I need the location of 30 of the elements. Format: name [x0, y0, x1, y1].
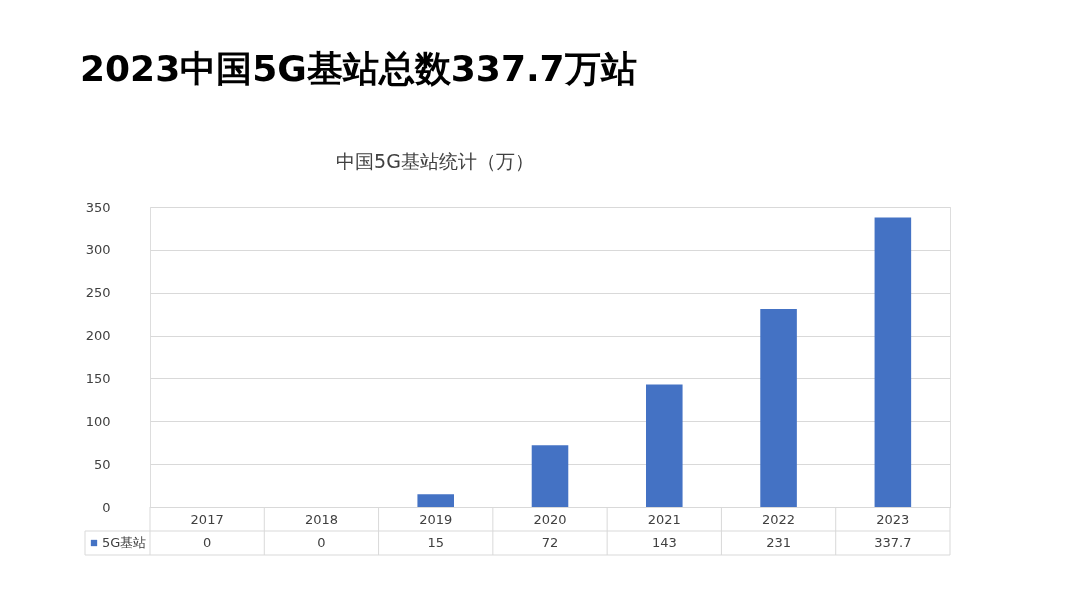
y-tick-label: 50 — [93, 456, 111, 472]
legend-label: 5G基站 — [102, 535, 147, 550]
bar — [417, 494, 454, 507]
data-label: 72 — [541, 535, 559, 550]
y-tick-label: 0 — [102, 499, 111, 515]
data-label: 231 — [766, 535, 791, 550]
data-label: 337.7 — [874, 535, 912, 550]
y-tick-label: 350 — [85, 199, 111, 215]
y-tick-label: 150 — [85, 370, 111, 386]
y-tick-label: 250 — [85, 285, 111, 301]
data-label: 143 — [651, 535, 677, 550]
data-label: 0 — [203, 535, 212, 550]
x-tick-label: 2019 — [419, 511, 453, 527]
x-tick-label: 2018 — [304, 511, 338, 527]
bar — [760, 309, 797, 507]
x-tick-label: 2020 — [533, 511, 567, 527]
bar — [646, 384, 683, 507]
y-tick-label: 300 — [85, 242, 111, 258]
data-label: 15 — [427, 535, 444, 550]
x-tick-label: 2017 — [190, 511, 224, 527]
x-tick-label: 2023 — [876, 511, 910, 527]
y-tick-label: 100 — [85, 413, 111, 429]
x-tick-label: 2022 — [762, 511, 796, 527]
chart-subtitle: 中国5G基站统计（万） — [336, 150, 534, 172]
y-tick-label: 200 — [85, 328, 111, 344]
data-label: 0 — [317, 535, 326, 550]
bar — [531, 445, 569, 507]
chart-title: 2023中国5G基站总数337.7万站 — [80, 48, 637, 89]
bar — [874, 217, 912, 507]
x-tick-label: 2021 — [647, 511, 681, 527]
